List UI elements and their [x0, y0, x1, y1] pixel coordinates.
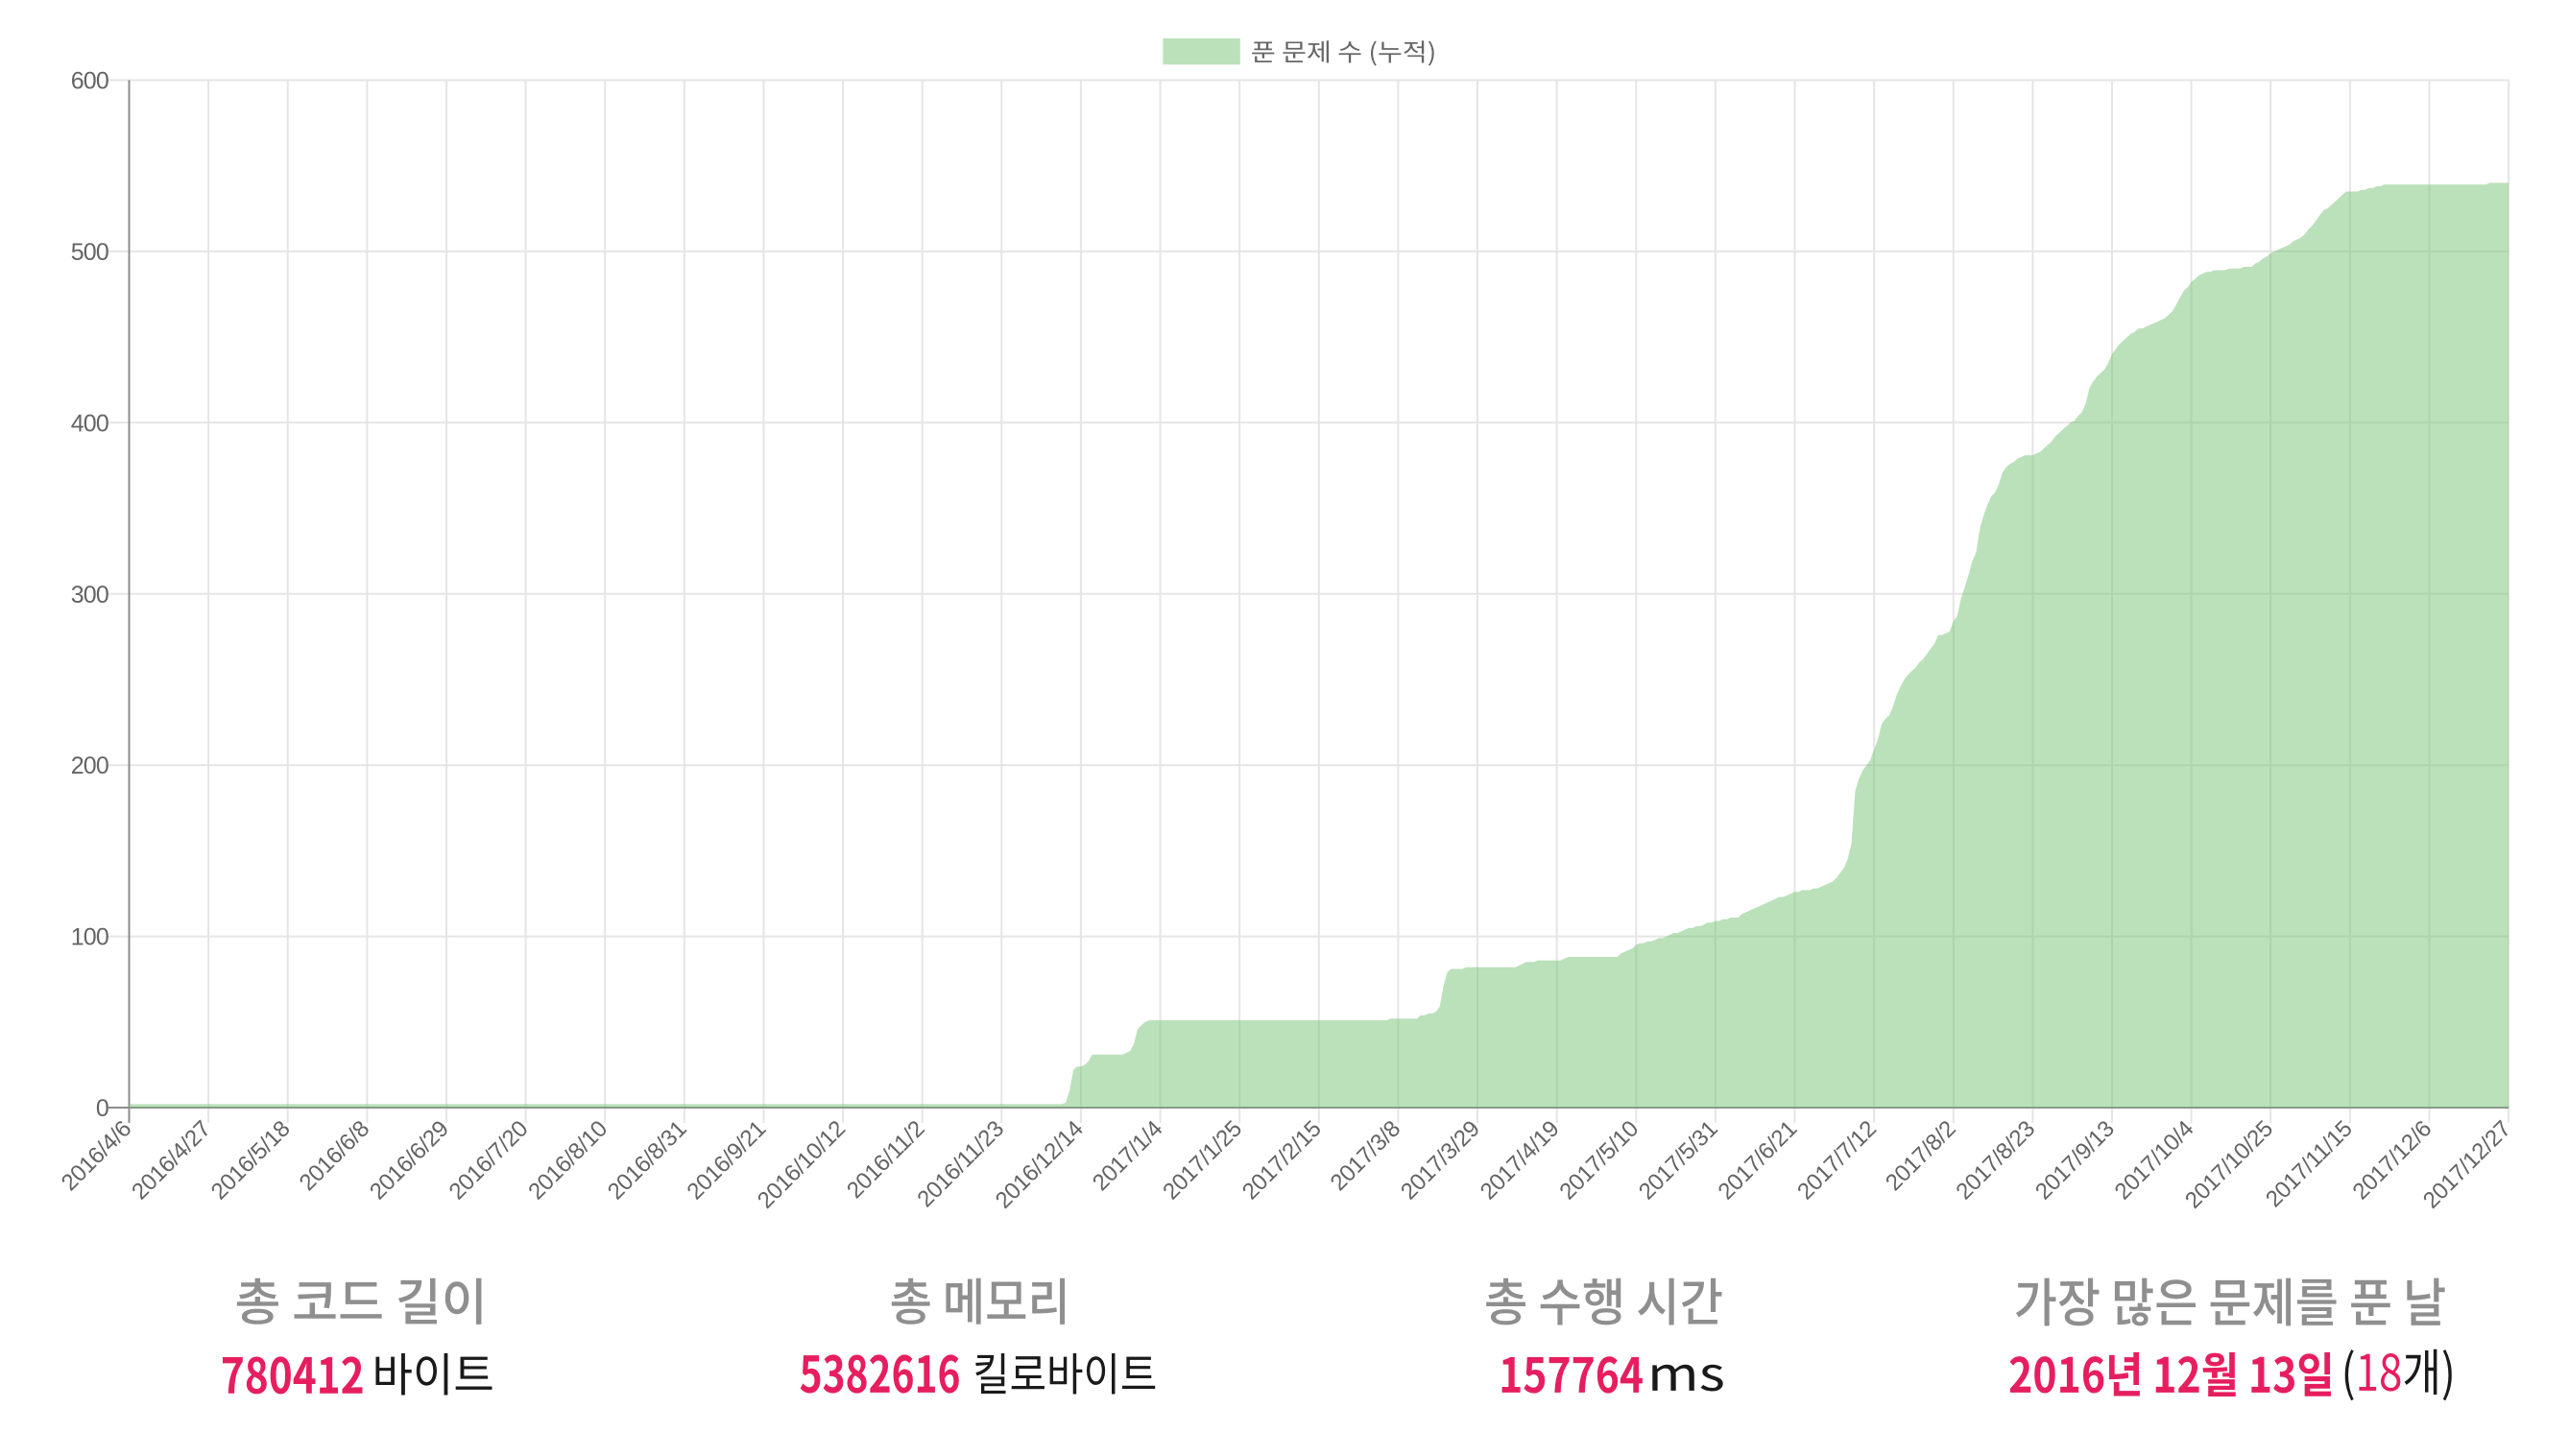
svg-text:300: 300: [71, 582, 108, 609]
svg-text:500: 500: [71, 239, 108, 266]
svg-text:0: 0: [96, 1095, 108, 1122]
svg-text:600: 600: [71, 68, 108, 95]
svg-text:400: 400: [71, 410, 108, 437]
svg-text:200: 200: [71, 752, 108, 779]
svg-text:100: 100: [71, 924, 108, 951]
